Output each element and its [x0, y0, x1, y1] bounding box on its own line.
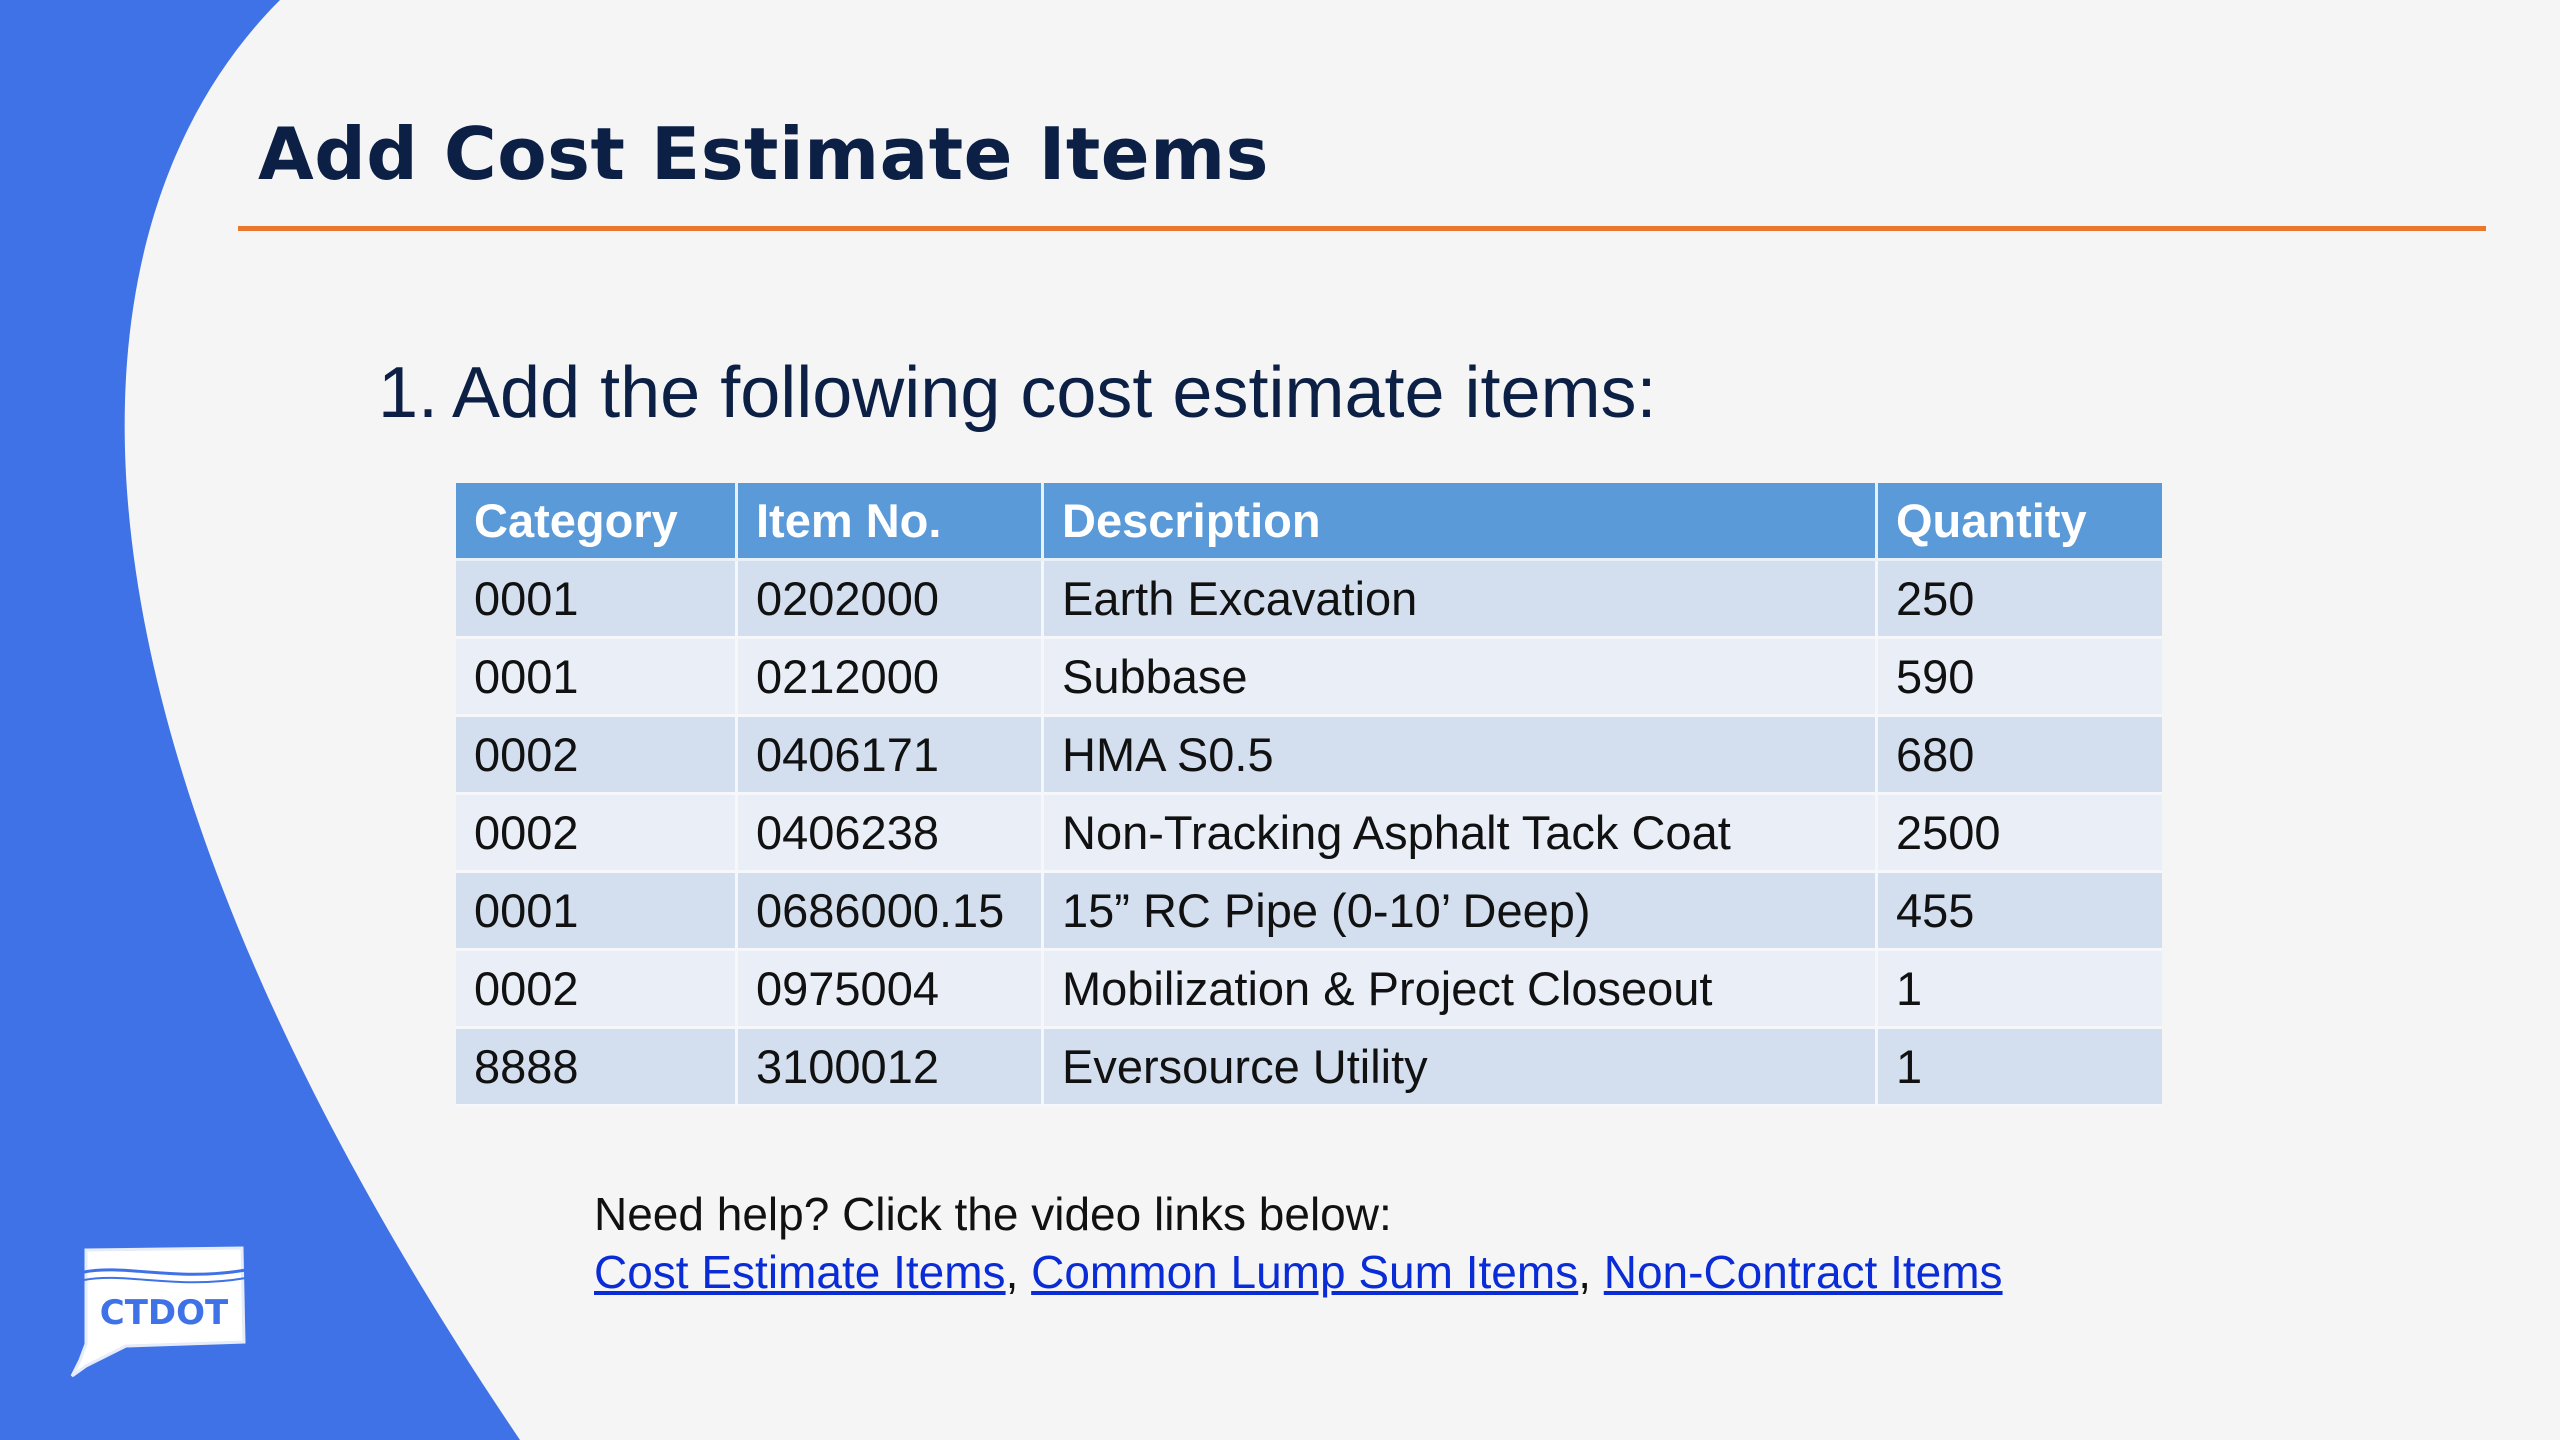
header-category: Category [456, 483, 738, 561]
table-row: 0002 0406238 Non-Tracking Asphalt Tack C… [456, 795, 2162, 873]
header-item-no: Item No. [738, 483, 1044, 561]
cell-category: 0002 [456, 717, 738, 795]
instruction-line: 1. Add the following cost estimate items: [378, 352, 1657, 434]
cell-quantity: 455 [1878, 873, 2162, 951]
cell-description: HMA S0.5 [1044, 717, 1878, 795]
cell-item-no: 0975004 [738, 951, 1044, 1029]
ctdot-logo: CTDOT [70, 1246, 247, 1378]
link-cost-estimate-items[interactable]: Cost Estimate Items [594, 1246, 1006, 1298]
cell-description: Eversource Utility [1044, 1029, 1878, 1107]
cell-description: Subbase [1044, 639, 1878, 717]
cell-quantity: 590 [1878, 639, 2162, 717]
cell-item-no: 0406238 [738, 795, 1044, 873]
table-row: 0002 0975004 Mobilization & Project Clos… [456, 951, 2162, 1029]
ctdot-state-outline-icon [70, 1246, 247, 1378]
cell-quantity: 1 [1878, 951, 2162, 1029]
cell-quantity: 680 [1878, 717, 2162, 795]
cell-item-no: 0212000 [738, 639, 1044, 717]
cell-category: 0002 [456, 795, 738, 873]
cell-quantity: 250 [1878, 561, 2162, 639]
cell-category: 0002 [456, 951, 738, 1029]
link-non-contract-items[interactable]: Non-Contract Items [1603, 1246, 2003, 1298]
cell-description: Earth Excavation [1044, 561, 1878, 639]
cell-category: 0001 [456, 873, 738, 951]
table-header-row: Category Item No. Description Quantity [456, 483, 2162, 561]
slide-title: Add Cost Estimate Items [258, 112, 1269, 196]
link-separator: , [1005, 1246, 1032, 1298]
title-underline [238, 226, 2486, 231]
header-quantity: Quantity [1878, 483, 2162, 561]
cell-description: Non-Tracking Asphalt Tack Coat [1044, 795, 1878, 873]
cell-item-no: 0406171 [738, 717, 1044, 795]
cell-quantity: 2500 [1878, 795, 2162, 873]
help-prompt: Need help? Click the video links below: [594, 1188, 1392, 1240]
cell-category: 8888 [456, 1029, 738, 1107]
table-row: 0001 0202000 Earth Excavation 250 [456, 561, 2162, 639]
instruction-number: 1. [378, 353, 439, 433]
table-row: 8888 3100012 Eversource Utility 1 [456, 1029, 2162, 1107]
table-row: 0001 0686000.15 15” RC Pipe (0-10’ Deep)… [456, 873, 2162, 951]
header-description: Description [1044, 483, 1878, 561]
table-row: 0002 0406171 HMA S0.5 680 [456, 717, 2162, 795]
cell-item-no: 0686000.15 [738, 873, 1044, 951]
instruction-text: Add the following cost estimate items: [452, 353, 1657, 433]
cell-category: 0001 [456, 561, 738, 639]
table-row: 0001 0212000 Subbase 590 [456, 639, 2162, 717]
link-common-lump-sum-items[interactable]: Common Lump Sum Items [1031, 1246, 1579, 1298]
link-separator: , [1578, 1246, 1604, 1298]
help-section: Need help? Click the video links below: … [594, 1185, 2003, 1301]
cell-description: Mobilization & Project Closeout [1044, 951, 1878, 1029]
cell-item-no: 3100012 [738, 1029, 1044, 1107]
cell-category: 0001 [456, 639, 738, 717]
cell-description: 15” RC Pipe (0-10’ Deep) [1044, 873, 1878, 951]
cell-item-no: 0202000 [738, 561, 1044, 639]
cell-quantity: 1 [1878, 1029, 2162, 1107]
cost-estimate-table: Category Item No. Description Quantity 0… [456, 483, 2162, 1107]
ctdot-logo-text: CTDOT [100, 1293, 229, 1333]
help-links: Cost Estimate Items, Common Lump Sum Ite… [594, 1243, 2003, 1301]
